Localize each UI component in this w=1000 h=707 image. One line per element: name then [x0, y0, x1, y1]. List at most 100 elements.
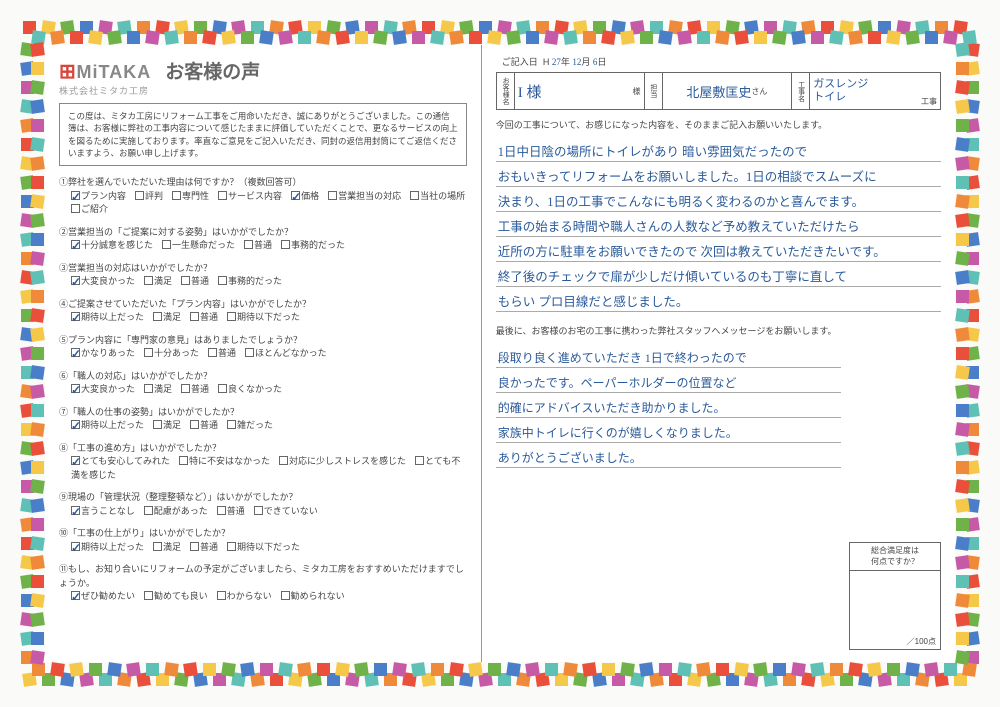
checkbox-option[interactable]: 営業担当の対応	[328, 191, 410, 201]
handwritten-text: おもいきってリフォームをお願いしました。1日の相談でスムーズに	[498, 166, 939, 185]
checkbox-icon	[217, 506, 226, 515]
logo-subtitle: 株式会社ミタカ工房	[59, 84, 151, 97]
checkbox-icon	[144, 276, 153, 285]
checkbox-option[interactable]: 勧めても良い	[144, 591, 217, 601]
info-table: お客様名 I 様 様 担当 北屋敷匡史 さん 工事名 ガスレンジ トイレ 工事	[496, 72, 941, 110]
satisfaction-score-box: 総合満足度は 何点ですか？ ／100点	[849, 542, 941, 650]
checkbox-option[interactable]: 配慮があった	[144, 506, 217, 516]
checkbox-option[interactable]: 普通	[190, 312, 227, 322]
checkbox-icon	[281, 591, 290, 600]
question-title: ⑦「職人の仕事の姿勢」はいかがでしたか？	[59, 406, 467, 420]
checkbox-icon	[208, 348, 217, 357]
handwritten-text: ありがとうございました。	[498, 449, 839, 466]
score-value-area: ／100点	[850, 571, 940, 649]
checkbox-icon	[71, 456, 80, 465]
checkbox-option[interactable]: 良くなかった	[218, 384, 291, 394]
score-header: 総合満足度は 何点ですか？	[850, 543, 940, 571]
checkbox-option[interactable]: 言うことなし	[71, 506, 144, 516]
handwritten-text: 良かったです。ペーパーホルダーの位置など	[498, 374, 839, 391]
question-title: ④ご提案させていただいた「プラン内容」はいかがでしたか？	[59, 298, 467, 312]
question-block: ⑨現場の「管理状況（整理整頓など）」はいかがでしたか？言うことなし 配慮があった…	[59, 491, 467, 518]
option-row: かなりあった 十分あった 普通 ほとんどなかった	[59, 347, 467, 361]
checkbox-option[interactable]: 期待以上だった	[71, 312, 153, 322]
checkbox-option[interactable]: 期待以下だった	[227, 312, 309, 322]
checkbox-icon	[328, 191, 337, 200]
question-list: ①弊社を選んでいただいた理由は何ですか？（複数回答可）プラン内容 評判 専門性 …	[59, 176, 467, 604]
logo-brand: MiTAKA	[77, 62, 152, 82]
staff-name: 北屋敷匡史 さん	[663, 73, 793, 109]
checkbox-option[interactable]: 当社の場所	[410, 191, 474, 201]
checkbox-icon	[179, 456, 188, 465]
checkbox-option[interactable]: 一生懸命だった	[162, 240, 244, 250]
checkbox-icon	[71, 506, 80, 515]
checkbox-option[interactable]: 期待以上だった	[71, 420, 153, 430]
checkbox-option[interactable]: プラン内容	[71, 191, 135, 201]
handwritten-text: 決まり、1日の工事でこんなにも明るく変わるのかと喜んでます。	[498, 191, 939, 210]
checkbox-option[interactable]: 専門性	[172, 191, 218, 201]
checkbox-option[interactable]: 期待以下だった	[227, 542, 309, 552]
question-block: ④ご提案させていただいた「プラン内容」はいかがでしたか？期待以上だった 満足 普…	[59, 298, 467, 325]
checkbox-option[interactable]: 普通	[208, 348, 245, 358]
checkbox-option[interactable]: ぜひ勧めたい	[71, 591, 144, 601]
checkbox-icon	[153, 542, 162, 551]
checkbox-option[interactable]: 普通	[217, 506, 254, 516]
checkbox-option[interactable]: 勧められない	[281, 591, 354, 601]
question-title: ⑪もし、お知り合いにリフォームの予定がございましたら、ミタカ工房をおすすめいただ…	[59, 563, 467, 590]
checkbox-option[interactable]: 満足	[153, 542, 190, 552]
checkbox-icon	[217, 591, 226, 600]
checkbox-icon	[227, 312, 236, 321]
checkbox-option[interactable]: 雑だった	[227, 420, 282, 430]
checkbox-icon	[218, 384, 227, 393]
customer-label: お客様名	[497, 73, 515, 109]
checkbox-option[interactable]: 期待以上だった	[71, 542, 153, 552]
handwritten-text: 工事の始まる時間や職人さんの人数など予め教えていただけたら	[498, 216, 939, 235]
checkbox-option[interactable]: サービス内容	[218, 191, 291, 201]
checkbox-option[interactable]: 対応に少しストレスを感じた	[279, 456, 415, 466]
checkbox-icon	[71, 276, 80, 285]
question-title: ⑩「工事の仕上がり」はいかがでしたか？	[59, 527, 467, 541]
checkbox-option[interactable]: かなりあった	[71, 348, 144, 358]
checkbox-option[interactable]: 満足	[144, 384, 181, 394]
checkbox-option[interactable]: 満足	[144, 276, 181, 286]
checkbox-option[interactable]: 特に不安はなかった	[179, 456, 279, 466]
feedback-prompt: 今回の工事について、お感じになった内容を、そのままご記入お願いいたします。	[496, 118, 941, 131]
checkbox-option[interactable]: とても安心してみれた	[71, 456, 179, 466]
checkbox-icon	[415, 456, 424, 465]
checkbox-option[interactable]: 事務的だった	[281, 240, 354, 250]
option-row: 期待以上だった 満足 普通 雑だった	[59, 419, 467, 433]
message-prompt: 最後に、お客様のお宅の工事に携わった弊社スタッフへメッセージをお願いします。	[496, 324, 941, 337]
checkbox-option[interactable]: わからない	[217, 591, 281, 601]
question-block: ⑦「職人の仕事の姿勢」はいかがでしたか？期待以上だった 満足 普通 雑だった	[59, 406, 467, 433]
checkbox-option[interactable]: できていない	[254, 506, 327, 516]
checkbox-option[interactable]: ほとんどなかった	[245, 348, 336, 358]
checkbox-icon	[281, 240, 290, 249]
feedback-text: 1日中日陰の場所にトイレがあり 暗い雰囲気だったのでおもいきってリフォームをお願…	[496, 135, 941, 314]
message-text: 段取り良く進めていただき 1日で終わったので良かったです。ペーパーホルダーの位置…	[496, 341, 841, 470]
checkbox-option[interactable]: 普通	[244, 240, 281, 250]
checkbox-option[interactable]: 普通	[190, 420, 227, 430]
checkbox-option[interactable]: 十分あった	[144, 348, 208, 358]
checkbox-icon	[71, 420, 80, 429]
checkbox-option[interactable]: 大変良かった	[71, 276, 144, 286]
checkbox-option[interactable]: 普通	[181, 276, 218, 286]
checkbox-option[interactable]: 満足	[153, 312, 190, 322]
option-row: 言うことなし 配慮があった 普通 できていない	[59, 505, 467, 519]
option-row: 期待以上だった 満足 普通 期待以下だった	[59, 311, 467, 325]
handwritten-line: 1日中日陰の場所にトイレがあり 暗い雰囲気だったので	[496, 137, 941, 162]
checkbox-option[interactable]: 価格	[291, 191, 328, 201]
customer-name: I 様 様	[515, 73, 645, 109]
checkbox-option[interactable]: 評判	[135, 191, 172, 201]
option-row: 大変良かった 満足 普通 良くなかった	[59, 383, 467, 397]
handwritten-line: ありがとうございました。	[496, 443, 841, 468]
checkbox-icon	[218, 191, 227, 200]
checkbox-option[interactable]: ご紹介	[71, 204, 117, 214]
question-block: ③営業担当の対応はいかがでしたか？大変良かった 満足 普通 事務的だった	[59, 262, 467, 289]
checkbox-icon	[190, 542, 199, 551]
checkbox-option[interactable]: 普通	[190, 542, 227, 552]
checkbox-icon	[218, 276, 227, 285]
checkbox-option[interactable]: 事務的だった	[218, 276, 291, 286]
checkbox-option[interactable]: 満足	[153, 420, 190, 430]
checkbox-option[interactable]: 十分誠意を感じた	[71, 240, 162, 250]
checkbox-option[interactable]: 大変良かった	[71, 384, 144, 394]
checkbox-option[interactable]: 普通	[181, 384, 218, 394]
